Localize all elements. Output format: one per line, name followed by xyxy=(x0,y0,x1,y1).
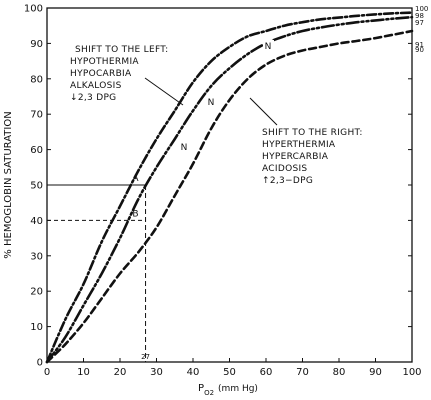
right-shift-annotation-line: ACIDOSIS xyxy=(262,164,307,174)
x-marker-label: 27 xyxy=(141,353,150,361)
end-label: 98 xyxy=(415,12,424,20)
curve-label-bg xyxy=(206,96,217,108)
x-tick-label: 30 xyxy=(150,367,163,378)
x-tick-label: 50 xyxy=(223,367,236,378)
right-shift-annotation-line: ↑2,3−DPG xyxy=(262,176,313,186)
curve-label: N xyxy=(181,143,188,153)
x-tick-label: 100 xyxy=(402,367,421,378)
curve-label: N xyxy=(208,98,215,108)
x-tick-label: 20 xyxy=(114,367,127,378)
left-shift-annotation-line: ALKALOSIS xyxy=(70,81,122,91)
curve-dash-dot xyxy=(45,11,414,364)
y-tick-label: 100 xyxy=(24,4,43,15)
left-shift-annotation-line: HYPOTHERMIA xyxy=(70,57,139,67)
right-shift-annotation-line: HYPERTHERMIA xyxy=(262,140,336,150)
x-axis-title: PO2 (mm Hg) xyxy=(198,383,258,397)
y-tick-label: 40 xyxy=(30,216,43,227)
annotations: SHIFT TO THE LEFT: HYPOTHERMIA HYPOCARBIA A… xyxy=(70,45,363,186)
y-tick-label: 0 xyxy=(37,358,43,369)
curve-label-bg xyxy=(179,141,190,153)
curve-label: N xyxy=(265,42,272,52)
x-tick-label: 10 xyxy=(77,367,90,378)
end-label: 97 xyxy=(415,19,424,27)
y-tick-label: 10 xyxy=(30,322,43,333)
right-shift-annotation-line: SHIFT TO THE RIGHT: xyxy=(262,128,363,138)
point-label: A xyxy=(132,174,139,184)
right-shift-annotation-line: HYPERCARBIA xyxy=(262,152,329,162)
x-tick-label: 80 xyxy=(333,367,346,378)
left-shift-annotation-line: ↓2,3 DPG xyxy=(70,93,116,103)
curve-dashed xyxy=(45,29,414,364)
y-tick-label: 70 xyxy=(30,110,43,121)
curve-labels: N N N xyxy=(179,40,274,153)
left-shift-annotation-line: HYPOCARBIA xyxy=(70,69,132,79)
x-tick-label: 90 xyxy=(369,367,382,378)
y-tick-label: 30 xyxy=(30,251,43,262)
left-shift-annotation-line: SHIFT TO THE LEFT: xyxy=(75,45,168,55)
right-shift-pointer xyxy=(249,97,278,126)
curve-dash-dot-dot xyxy=(45,15,414,364)
reference-lines: 27 xyxy=(47,184,150,362)
x-axis-title-main: P xyxy=(198,383,204,394)
y-tick-label: 50 xyxy=(30,181,43,192)
curves xyxy=(45,11,414,364)
y-tick-label: 90 xyxy=(30,39,43,50)
x-tick-label: 70 xyxy=(296,367,309,378)
y-tick-label: 80 xyxy=(30,74,43,85)
x-axis-title-subscript: O2 xyxy=(204,389,214,397)
end-label: 100 xyxy=(415,5,428,13)
x-tick-label: 60 xyxy=(260,367,273,378)
x-tick-label: 40 xyxy=(187,367,200,378)
point-labels: AB xyxy=(132,174,139,219)
y-tick-label: 20 xyxy=(30,287,43,298)
x-axis-ticks: 0 10 20 30 40 50 60 70 80 90 100 xyxy=(44,358,422,378)
left-shift-pointer xyxy=(144,77,184,106)
end-label: 91 xyxy=(415,41,424,49)
x-tick-label: 0 xyxy=(44,367,50,378)
curve-label-bg xyxy=(263,40,274,52)
point-label: B xyxy=(132,209,138,219)
y-axis-title: % HEMOGLOBIN SATURATION xyxy=(3,111,14,258)
y-tick-label: 60 xyxy=(30,145,43,156)
end-label: 90 xyxy=(415,46,424,54)
x-axis-title-unit: (mm Hg) xyxy=(218,384,258,394)
